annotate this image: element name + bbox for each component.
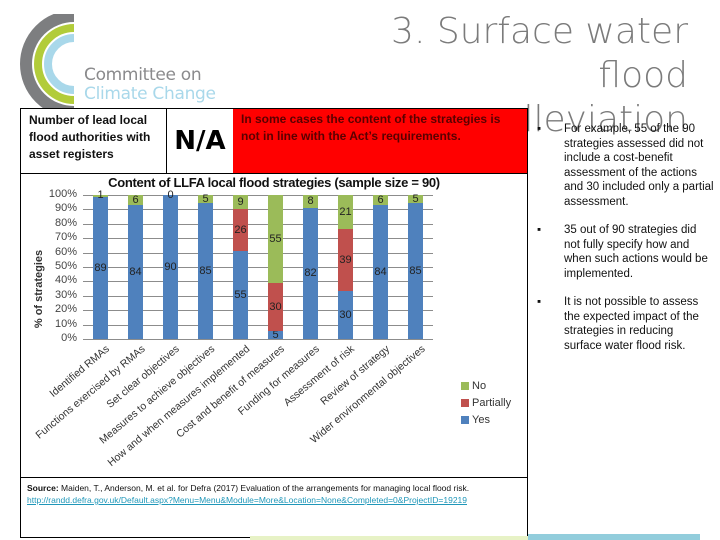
bar-segment-yes: 30 bbox=[338, 291, 353, 339]
bar-segment-yes: 84 bbox=[373, 204, 388, 339]
bullet-marker-icon: ▪ bbox=[537, 123, 542, 135]
footer-accent-green bbox=[250, 536, 528, 540]
bullet-marker-icon: ▪ bbox=[537, 224, 542, 236]
y-tick-label: 90% bbox=[54, 202, 77, 215]
bar-segment-yes: 85 bbox=[198, 203, 213, 339]
bar-3: 85 5 bbox=[198, 193, 213, 339]
bar-segment-no: 8 bbox=[303, 195, 318, 208]
bar-segment-no: 6 bbox=[128, 194, 143, 206]
bar-segment-yes: 89 bbox=[93, 196, 108, 339]
gridline bbox=[83, 339, 433, 340]
stacked-bar-chart: Content of LLFA local flood strategies (… bbox=[21, 173, 527, 477]
y-tick-label: 60% bbox=[54, 245, 77, 258]
bar-9: 85 5 bbox=[408, 193, 423, 339]
x-tick-label: Identified RMAs bbox=[47, 343, 113, 400]
bar-6: 82 8 bbox=[303, 195, 318, 339]
logo-line2: Climate Change bbox=[84, 84, 216, 104]
gridline bbox=[83, 209, 433, 211]
legend-item-partially: Partially bbox=[461, 394, 511, 411]
bullet-item: ▪ For example, 55 of the 90 strategies a… bbox=[534, 122, 714, 209]
legend-label: No bbox=[472, 379, 487, 392]
source-label: Source: bbox=[27, 483, 59, 493]
bar-segment-yes: 85 bbox=[408, 203, 423, 339]
gridline bbox=[83, 281, 433, 283]
bullet-list: ▪ For example, 55 of the 90 strategies a… bbox=[534, 122, 714, 367]
y-tick-label: 40% bbox=[54, 274, 77, 287]
bullet-marker-icon: ▪ bbox=[537, 296, 542, 308]
bar-5: 5 30 55 bbox=[268, 195, 283, 341]
source-text: Maiden, T., Anderson, M. et al. for Defr… bbox=[58, 483, 470, 493]
legend-swatch-icon bbox=[461, 381, 469, 390]
title-line1: 3. Surface water flood bbox=[391, 11, 688, 96]
legend-label: Partially bbox=[472, 396, 512, 409]
gridline bbox=[83, 295, 433, 297]
logo-arcs-icon bbox=[20, 10, 75, 118]
bar-segment-no: 21 bbox=[338, 195, 353, 229]
plot-area: 0% 10% 20% 30% 40% 50% 60% 70% 80% 90% 100% 89 1 84 6 9… bbox=[49, 188, 433, 344]
bar-segment-yes: 5 bbox=[268, 329, 283, 341]
gridline bbox=[83, 324, 433, 326]
bar-segment-no: 5 bbox=[408, 193, 423, 205]
bar-segment-no: 55 bbox=[268, 195, 283, 283]
bullet-item: ▪ It is not possible to assess the expec… bbox=[534, 295, 714, 353]
gridline bbox=[83, 267, 433, 268]
content-panel: Number of lead local flood authorities w… bbox=[20, 108, 528, 538]
logo-line1: Committee on bbox=[84, 65, 202, 85]
gridline bbox=[83, 252, 433, 254]
bullet-text: For example, 55 of the 90 strategies ass… bbox=[564, 123, 714, 208]
gridline bbox=[83, 310, 433, 312]
chart-legend: No Partially Yes bbox=[461, 377, 511, 428]
bar-segment-yes: 90 bbox=[163, 195, 178, 339]
legend-swatch-icon bbox=[461, 415, 469, 424]
info-note: In some cases the content of the strateg… bbox=[233, 109, 527, 173]
info-value: N/A bbox=[167, 109, 234, 173]
legend-swatch-icon bbox=[461, 398, 469, 407]
y-tick-label: 70% bbox=[54, 231, 77, 244]
bar-segment-yes: 55 bbox=[233, 251, 248, 339]
title-line2: alleviation bbox=[501, 99, 688, 140]
bar-7: 30 39 21 bbox=[338, 195, 353, 339]
bar-segment-partial: 26 bbox=[233, 209, 248, 251]
y-tick-label: 10% bbox=[54, 317, 77, 330]
source-link[interactable]: http://randd.defra.gov.uk/Default.aspx?M… bbox=[27, 495, 467, 505]
y-tick-label: 20% bbox=[54, 303, 77, 316]
logo-text: Committee on Climate Change bbox=[84, 66, 216, 104]
bar-segment-yes: 84 bbox=[128, 204, 143, 339]
slide-title: 3. Surface water flood alleviation bbox=[308, 10, 688, 142]
gridline bbox=[83, 195, 433, 196]
legend-item-yes: Yes bbox=[461, 411, 511, 428]
info-row: Number of lead local flood authorities w… bbox=[21, 109, 527, 174]
source-citation: Source: Maiden, T., Anderson, M. et al. … bbox=[21, 477, 527, 537]
bar-4: 55 26 9 bbox=[233, 195, 248, 339]
y-tick-label: 30% bbox=[54, 288, 77, 301]
bar-segment-no: 1 bbox=[93, 189, 108, 201]
ccc-logo: Committee on Climate Change bbox=[18, 10, 238, 118]
gridline bbox=[83, 223, 433, 225]
gridline bbox=[83, 238, 433, 240]
chart-title: Content of LLFA local flood strategies (… bbox=[108, 175, 440, 190]
legend-item-no: No bbox=[461, 377, 511, 394]
bullet-text: It is not possible to assess the expecte… bbox=[564, 296, 699, 352]
y-tick-label: 0% bbox=[61, 332, 77, 344]
bullet-text: 35 out of 90 strategies did not fully sp… bbox=[564, 224, 708, 280]
y-tick-label: 50% bbox=[54, 260, 77, 272]
bar-0: 89 1 bbox=[93, 189, 108, 339]
info-label: Number of lead local flood authorities w… bbox=[21, 109, 167, 173]
bar-segment-no: 6 bbox=[373, 194, 388, 206]
bar-segment-partial: 30 bbox=[268, 283, 283, 331]
bar-segment-partial: 39 bbox=[338, 228, 353, 291]
bar-segment-no: 5 bbox=[198, 193, 213, 205]
bar-8: 84 6 bbox=[373, 194, 388, 339]
bar-segment-yes: 82 bbox=[303, 207, 318, 339]
legend-label: Yes bbox=[472, 413, 490, 426]
bar-1: 84 6 bbox=[128, 194, 143, 339]
footer-accent-blue bbox=[528, 534, 700, 540]
y-tick-label: 100% bbox=[48, 188, 77, 200]
y-tick-label: 80% bbox=[54, 216, 77, 229]
bar-2: 90 0 bbox=[163, 189, 178, 339]
bullet-item: ▪ 35 out of 90 strategies did not fully … bbox=[534, 223, 714, 281]
bar-segment-no: 9 bbox=[233, 195, 248, 210]
